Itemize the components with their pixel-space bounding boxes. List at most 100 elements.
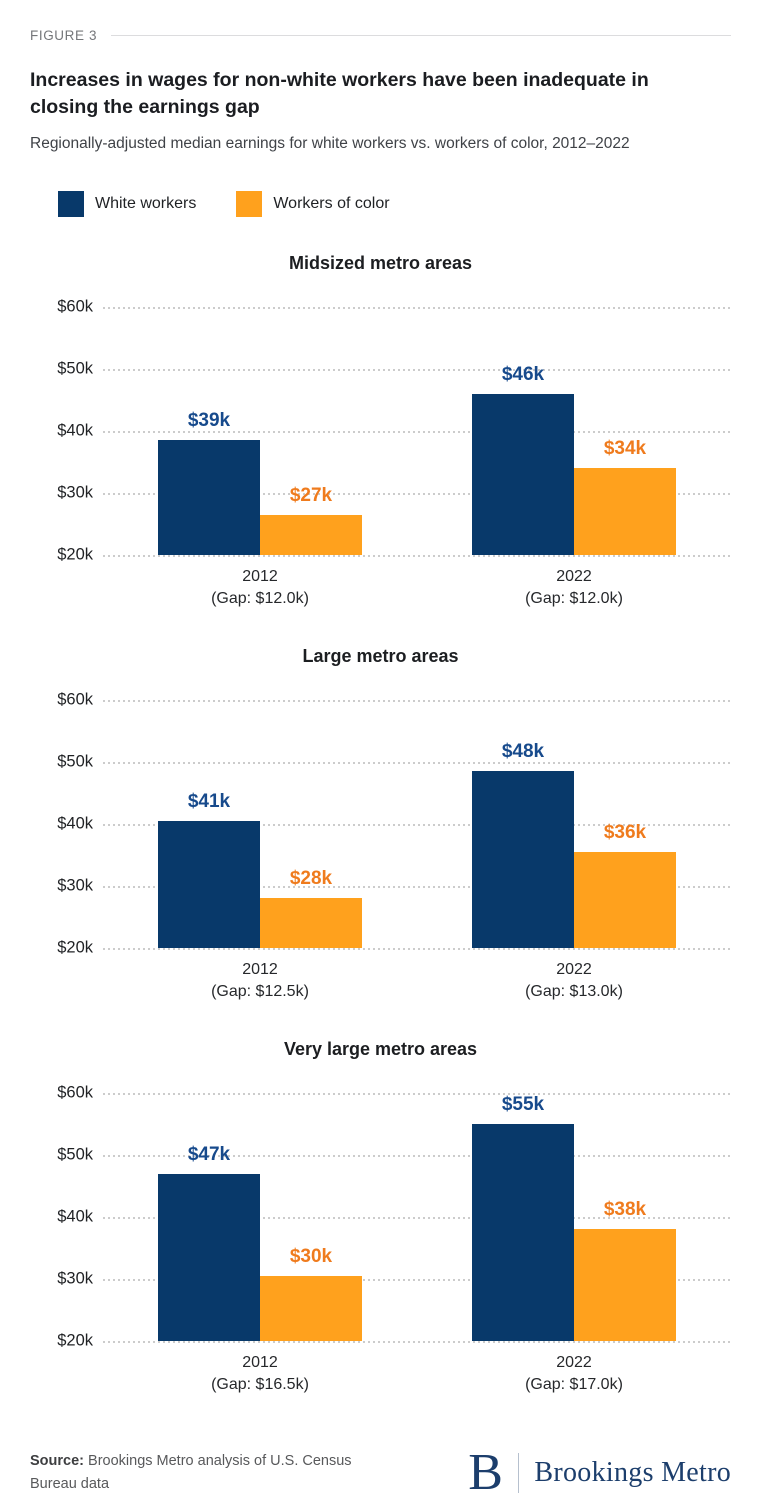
gridline <box>103 1155 731 1157</box>
brookings-metro-wordmark: Brookings Metro <box>534 1457 731 1488</box>
white-workers-bar: $39k <box>158 410 260 555</box>
y-tick-label: $50k <box>57 752 93 771</box>
bar-value-label: $28k <box>289 868 333 890</box>
gridline <box>103 431 731 433</box>
x-tick-label: 2022 (Gap: $13.0k) <box>417 959 731 1003</box>
gridline <box>103 700 731 702</box>
bar-group-2012: $47k $30k <box>103 1093 417 1341</box>
workers-of-color-bar: $30k <box>260 1246 362 1341</box>
gridline <box>103 307 731 309</box>
white-workers-bar: $41k <box>158 791 260 948</box>
bar-value-label: $38k <box>603 1199 647 1221</box>
source-note: Source: Brookings Metro analysis of U.S.… <box>30 1450 390 1496</box>
x-tick-label: 2012 (Gap: $12.5k) <box>103 959 417 1003</box>
plot-area: $47k $30k $55k $38k <box>103 1093 731 1343</box>
brookings-b-logo-mark: B <box>468 1443 503 1501</box>
y-tick-label: $20k <box>57 938 93 957</box>
bar-group-2022: $46k $34k <box>417 307 731 555</box>
gridline <box>103 369 731 371</box>
legend-item-white-workers: White workers <box>58 191 196 217</box>
workers-of-color-bar: $27k <box>260 485 362 555</box>
y-axis: $60k $50k $40k $30k $20k <box>30 691 103 957</box>
x-tick-label: 2022 (Gap: $12.0k) <box>417 566 731 610</box>
logo-divider <box>517 1453 520 1493</box>
brookings-metro-logo: B Brookings Metro <box>468 1443 731 1501</box>
gridline <box>103 824 731 826</box>
y-tick-label: $20k <box>57 1331 93 1350</box>
category-gap-label: (Gap: $12.0k) <box>525 590 623 607</box>
bar-value-label: $48k <box>501 741 545 763</box>
y-tick-label: $60k <box>57 297 93 316</box>
y-tick-label: $30k <box>57 483 93 502</box>
page-title: Increases in wages for non-white workers… <box>30 69 649 118</box>
header-rule <box>111 35 731 36</box>
legend: White workers Workers of color <box>30 191 731 217</box>
plot-area: $41k $28k $48k $36k <box>103 700 731 950</box>
x-axis-labels: 2012 (Gap: $16.5k) 2022 (Gap: $17.0k) <box>103 1352 731 1396</box>
category-gap-label: (Gap: $17.0k) <box>525 1376 623 1393</box>
chart-large-metro-areas: Large metro areas $60k $50k $40k $30k $20k $… <box>30 646 731 1003</box>
figure-number-label: FIGURE 3 <box>30 28 98 43</box>
y-tick-label: $40k <box>57 421 93 440</box>
bar-group-2022: $48k $36k <box>417 700 731 948</box>
x-axis-labels: 2012 (Gap: $12.0k) 2022 (Gap: $12.0k) <box>103 566 731 610</box>
legend-item-workers-of-color: Workers of color <box>236 191 390 217</box>
white-workers-swatch <box>58 191 84 217</box>
category-gap-label: (Gap: $12.5k) <box>211 983 309 1000</box>
footer: Source: Brookings Metro analysis of U.S.… <box>30 1443 731 1501</box>
bar-value-label: $55k <box>501 1094 545 1115</box>
bar-value-label: $36k <box>603 821 647 843</box>
chart-very-large-metro-areas: Very large metro areas $60k $50k $40k $30k $… <box>30 1039 731 1396</box>
bar-value-label: $46k <box>501 363 545 385</box>
gridline <box>103 886 731 888</box>
category-year-label: 2022 <box>556 568 592 585</box>
y-tick-label: $60k <box>57 690 93 709</box>
white-workers-bar: $46k <box>472 364 574 555</box>
workers-of-color-swatch <box>236 191 263 217</box>
source-label: Source: <box>30 1453 84 1469</box>
y-tick-label: $60k <box>57 1083 93 1102</box>
gridline <box>103 1341 731 1343</box>
bar-value-label: $47k <box>187 1143 231 1165</box>
chart-title: Very large metro areas <box>283 1039 478 1059</box>
category-gap-label: (Gap: $13.0k) <box>525 983 623 1000</box>
page-subtitle: Regionally-adjusted median earnings for … <box>30 135 630 152</box>
workers-of-color-bar: $36k <box>574 822 676 948</box>
category-year-label: 2012 <box>242 568 278 585</box>
source-text: Brookings Metro analysis of U.S. Census … <box>30 1453 352 1492</box>
y-tick-label: $50k <box>57 1145 93 1164</box>
bar-value-label: $41k <box>187 790 231 812</box>
plot-area: $39k $27k $46k $34k <box>103 307 731 557</box>
category-year-label: 2012 <box>242 1354 278 1371</box>
y-tick-label: $30k <box>57 1269 93 1288</box>
y-tick-label: $40k <box>57 1207 93 1226</box>
bar-value-label: $39k <box>187 410 231 432</box>
x-tick-label: 2012 (Gap: $12.0k) <box>103 566 417 610</box>
y-axis: $60k $50k $40k $30k $20k <box>30 298 103 564</box>
white-workers-bar: $55k <box>472 1094 574 1341</box>
workers-of-color-bar: $38k <box>574 1199 676 1341</box>
bar-value-label: $34k <box>603 438 647 460</box>
bar-group-2012: $41k $28k <box>103 700 417 948</box>
y-axis: $60k $50k $40k $30k $20k <box>30 1084 103 1350</box>
chart-title: Midsized metro areas <box>288 253 473 273</box>
gridline <box>103 1093 731 1095</box>
category-gap-label: (Gap: $16.5k) <box>211 1376 309 1393</box>
figure-header: FIGURE 3 <box>30 28 731 43</box>
gridline <box>103 1217 731 1219</box>
gridline <box>103 555 731 557</box>
white-workers-bar: $47k <box>158 1144 260 1341</box>
category-gap-label: (Gap: $12.0k) <box>211 590 309 607</box>
chart-title: Large metro areas <box>302 646 459 666</box>
gridline <box>103 493 731 495</box>
chart-midsized-metro-areas: Midsized metro areas $60k $50k $40k $30k $20… <box>30 253 731 610</box>
category-year-label: 2022 <box>556 1354 592 1371</box>
bar-group-2012: $39k $27k <box>103 307 417 555</box>
x-tick-label: 2012 (Gap: $16.5k) <box>103 1352 417 1396</box>
bar-group-2022: $55k $38k <box>417 1093 731 1341</box>
gridline <box>103 948 731 950</box>
bar-value-label: $27k <box>289 484 333 506</box>
x-axis-labels: 2012 (Gap: $12.5k) 2022 (Gap: $13.0k) <box>103 959 731 1003</box>
y-tick-label: $30k <box>57 876 93 895</box>
